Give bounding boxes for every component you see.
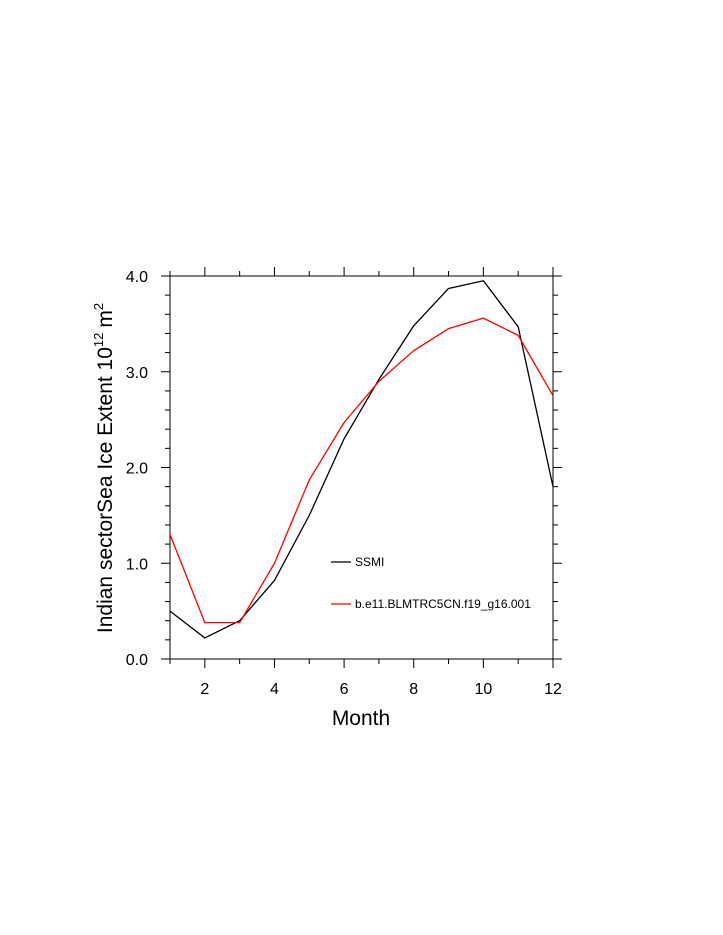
axis-tick-labels: 2 4 6 8 10 12 0.0 1.0 2.0 3.0 4.0 bbox=[126, 269, 562, 698]
series-line-ssmi bbox=[169, 280, 554, 639]
x-tick-label: 12 bbox=[544, 681, 562, 698]
x-tick-label: 6 bbox=[340, 681, 349, 698]
y-axis-title-unit-exponent: 2 bbox=[91, 303, 106, 310]
y-axis-title-exponent: 12 bbox=[91, 333, 106, 347]
x-tick-label: 2 bbox=[200, 681, 209, 698]
legend-label-model: b.e11.BLMTRC5CN.f19_g16.001 bbox=[355, 597, 531, 611]
x-tick-label: 8 bbox=[409, 681, 418, 698]
y-tick-label: 2.0 bbox=[126, 461, 148, 478]
y-axis-title-unit: m bbox=[94, 310, 117, 328]
axis-ticks bbox=[161, 267, 562, 668]
series-layer bbox=[169, 280, 554, 639]
y-tick-label: 0.0 bbox=[126, 652, 148, 669]
y-tick-label: 4.0 bbox=[126, 269, 148, 286]
legend-label-ssmi: SSMI bbox=[355, 555, 384, 569]
x-axis-title: Month bbox=[332, 707, 390, 730]
x-tick-label: 4 bbox=[270, 681, 279, 698]
y-tick-label: 1.0 bbox=[126, 556, 148, 573]
y-tick-label: 3.0 bbox=[126, 365, 148, 382]
y-axis-title: Indian sectorSea Ice Extent 1012 m2 bbox=[91, 303, 117, 633]
x-tick-label: 10 bbox=[474, 681, 492, 698]
series-line-model bbox=[169, 317, 554, 624]
legend: SSMI b.e11.BLMTRC5CN.f19_g16.001 bbox=[331, 555, 531, 611]
y-axis-title-main: Indian sectorSea Ice Extent 10 bbox=[94, 347, 117, 633]
